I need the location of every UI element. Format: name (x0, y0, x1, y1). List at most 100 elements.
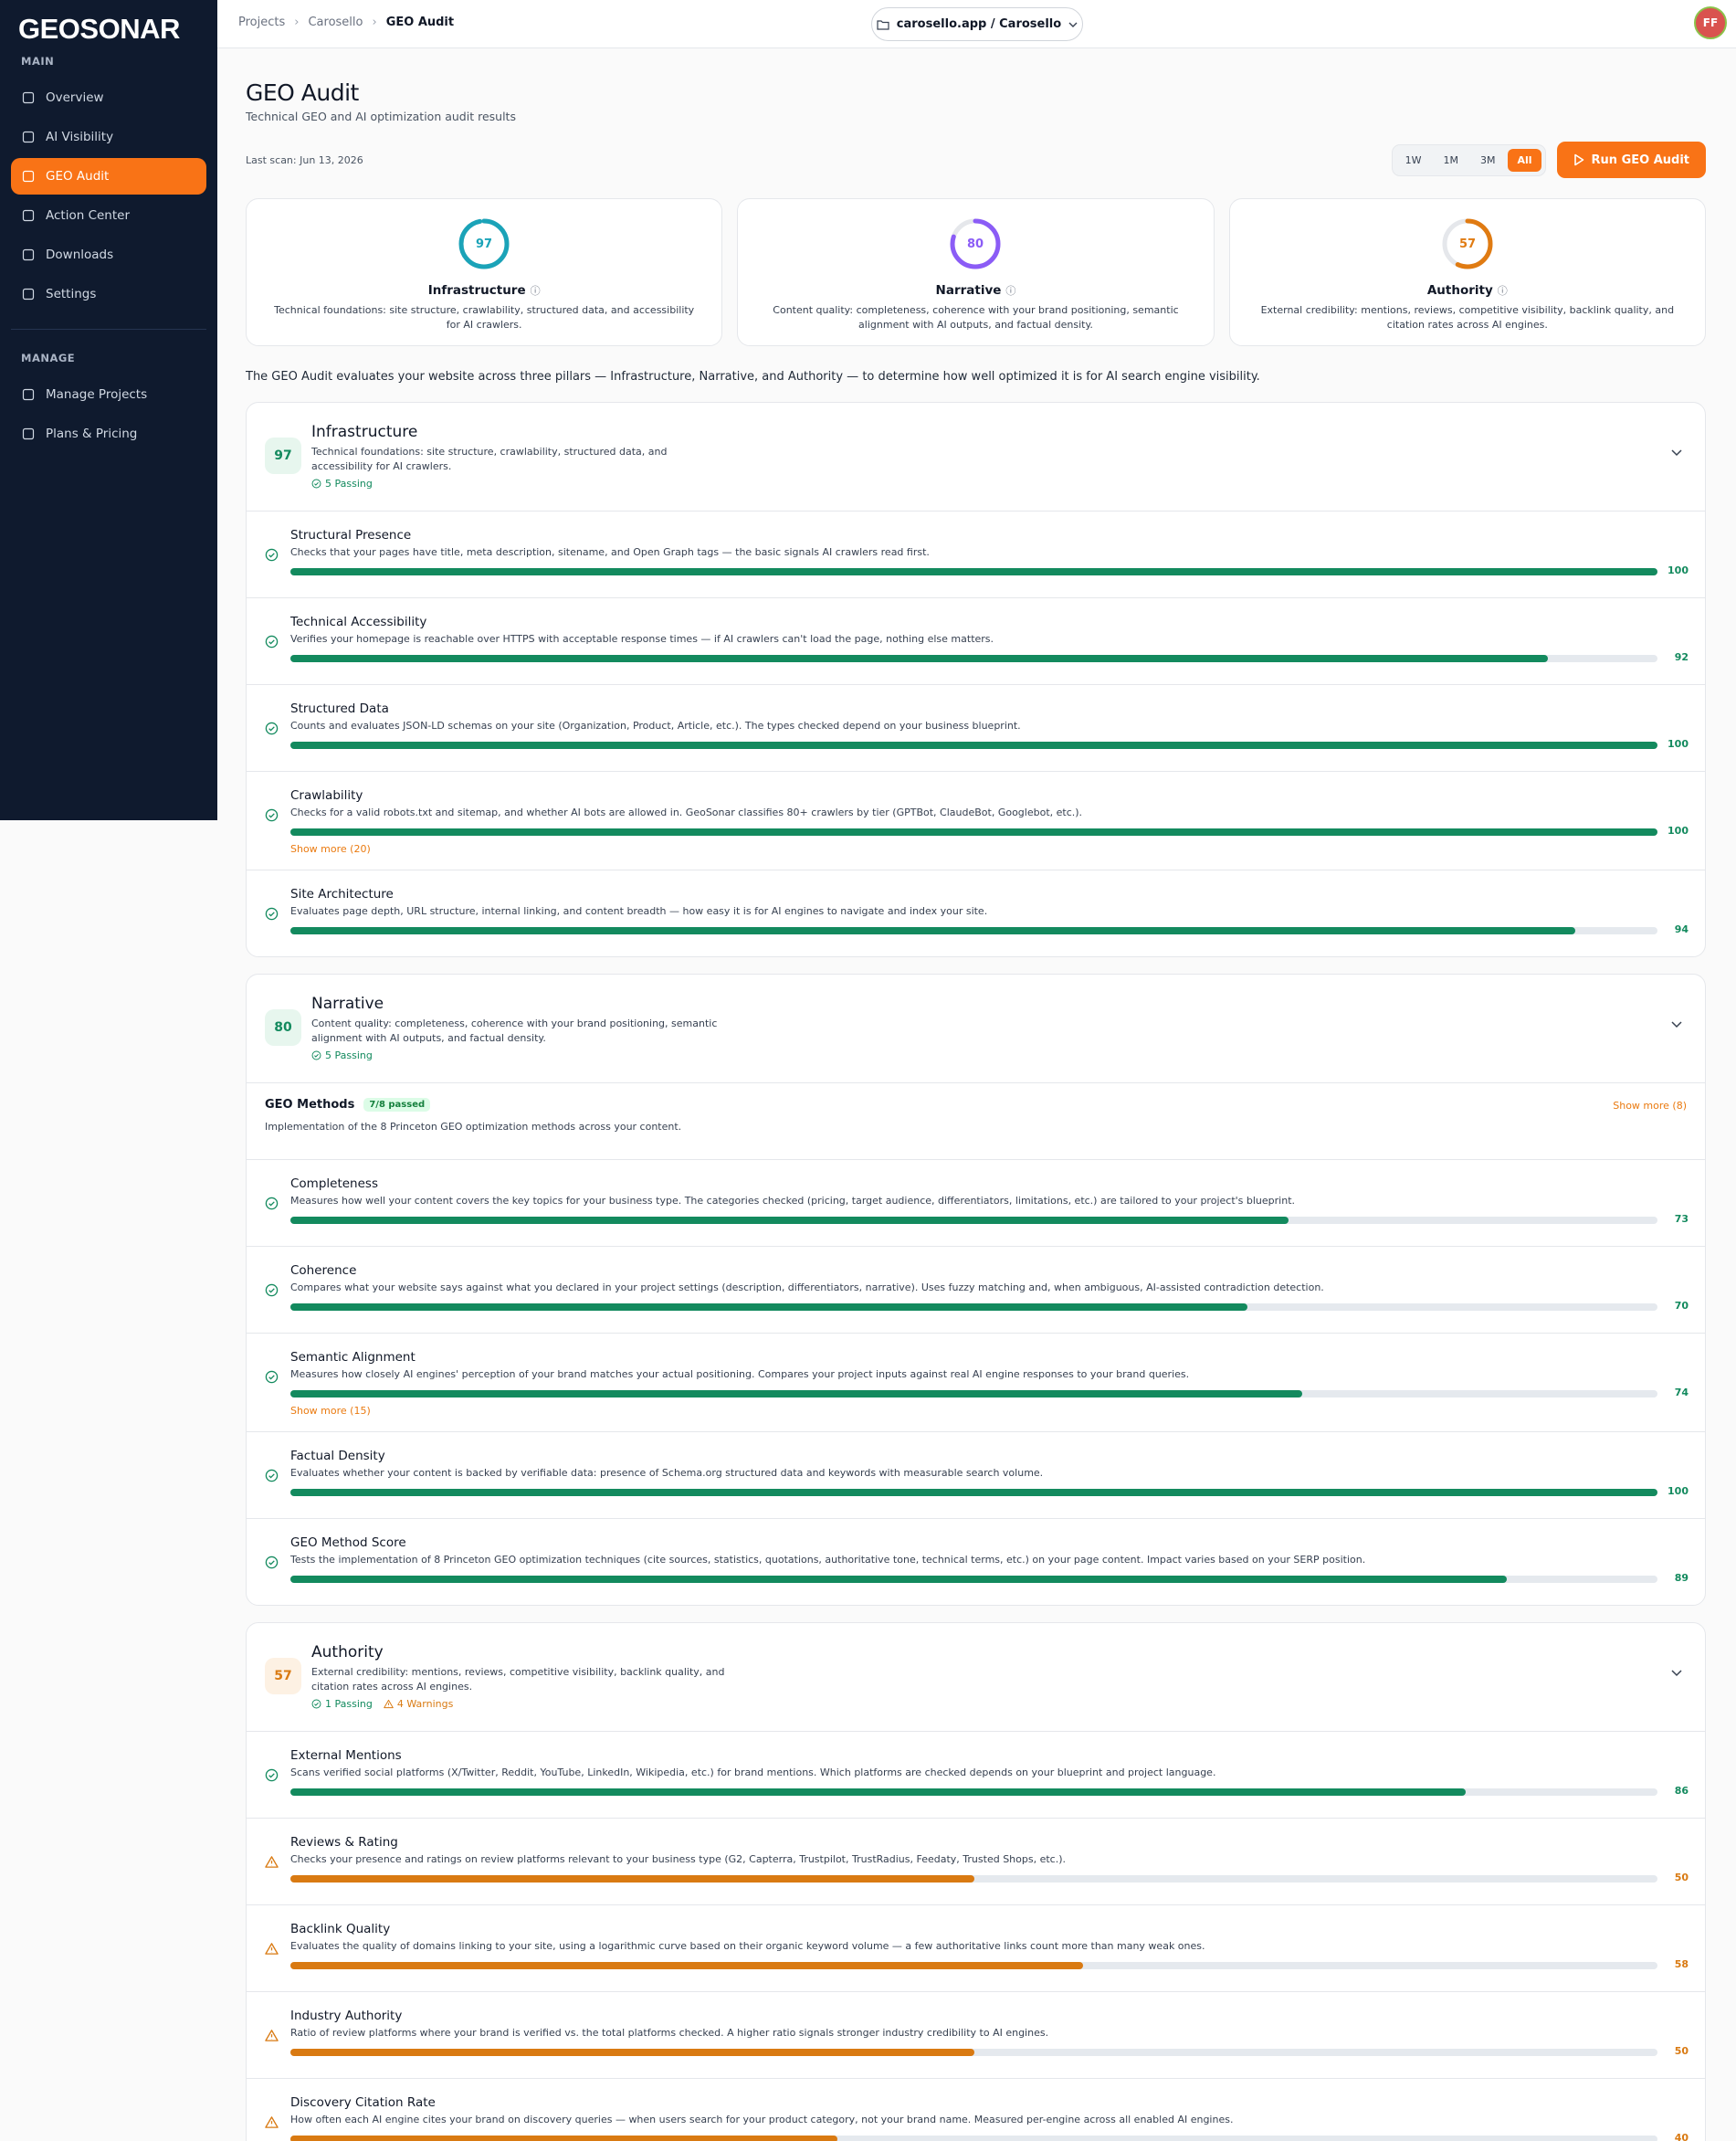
check-name: Technical Accessibility (290, 615, 427, 629)
project-selector[interactable]: carosello.app / Carosello (871, 7, 1083, 41)
show-more[interactable]: Show more (20) (290, 843, 371, 855)
icon-shape (22, 91, 35, 104)
icon-shape (268, 1473, 275, 1479)
section-header[interactable]: 80 Narrative Content quality: completeness… (247, 975, 1705, 1082)
check-icon (265, 1469, 279, 1482)
avatar[interactable]: FF (1694, 6, 1727, 39)
score-gauge: 97 (458, 218, 510, 269)
chevron (1068, 22, 1078, 27)
icon-shape (22, 248, 35, 261)
range-button[interactable]: 3M (1479, 153, 1496, 166)
check-icon (265, 907, 279, 921)
check-description: Compares what your website says against … (290, 1281, 1324, 1293)
nav-item[interactable]: Downloads (11, 237, 206, 273)
section-header[interactable]: 57 Authority External credibility: mention… (247, 1623, 1705, 1731)
progress-fill (290, 568, 1657, 575)
nav-item[interactable]: Manage Projects (11, 376, 206, 413)
icon-shape (268, 553, 275, 558)
crumb[interactable]: Projects (238, 16, 286, 29)
nav-label: Overview (46, 90, 104, 105)
score-gauge: 57 (1442, 218, 1493, 269)
nav-item[interactable]: GEO Audit (11, 158, 206, 195)
icon-shape (22, 427, 35, 440)
show-more[interactable]: Show more (15) (290, 1405, 371, 1417)
check-name: Site Architecture (290, 887, 394, 902)
check-name: Crawlability (290, 788, 363, 803)
run-button[interactable]: Run GEO Audit (1556, 142, 1706, 178)
nav-item[interactable]: Action Center (11, 197, 206, 234)
nav-item[interactable]: AI Visibility (11, 119, 206, 155)
icon-shape (22, 170, 35, 183)
status: 4 Warnings (384, 1698, 453, 1710)
sidebar: GEOSONAR MAIN Overview AI Visibility GEO Au… (0, 0, 217, 820)
score-value: 58 (1674, 1958, 1689, 1970)
score-value: 100 (1668, 825, 1689, 837)
icon-shape (22, 131, 35, 143)
nav-item[interactable]: Overview (11, 79, 206, 116)
check-description: Evaluates page depth, URL structure, int… (290, 905, 988, 917)
check-name: Reviews & Rating (290, 1835, 398, 1850)
range-button[interactable]: All (1508, 148, 1541, 172)
icon-shape (268, 1375, 275, 1380)
icon-shape (265, 907, 279, 921)
score-gauge: 80 (950, 218, 1001, 269)
progress-fill (290, 2049, 974, 2056)
check-name: GEO Method Score (290, 1535, 406, 1550)
progress-track (290, 1390, 1657, 1397)
crumb[interactable]: Carosello (308, 16, 363, 29)
crumb[interactable]: GEO Audit (385, 16, 455, 29)
chevron (1671, 449, 1682, 457)
check-icon (311, 1050, 321, 1060)
check-name: Completeness (290, 1176, 378, 1191)
gauge-value: 57 (1459, 237, 1476, 251)
progress-track (290, 2136, 1657, 2141)
status: 5 Passing (311, 478, 373, 490)
check-name: Coherence (290, 1263, 357, 1278)
nav-label: Settings (46, 287, 97, 301)
nav-icon (22, 388, 35, 401)
warning-icon (265, 1856, 279, 1868)
icon-shape (268, 1773, 275, 1778)
progress-fill (290, 1217, 1289, 1224)
status-list: 5 Passing (311, 478, 1705, 490)
range-button[interactable]: 1M (1443, 153, 1458, 166)
icon-shape (311, 479, 321, 489)
nav-item[interactable]: Settings (11, 276, 206, 312)
icon-shape (314, 1053, 319, 1058)
check-row: Factual Density Evaluates whether your co… (247, 1431, 1705, 1518)
nav-item[interactable]: Plans & Pricing (11, 416, 206, 452)
icon-shape (311, 1050, 321, 1060)
brand-logo[interactable]: GEOSONAR (18, 13, 180, 45)
check-icon (265, 548, 279, 562)
section-header[interactable]: 97 Infrastructure Technical foundations: s… (247, 403, 1705, 511)
check-description: Verifies your homepage is reachable over… (290, 633, 994, 645)
nav-label: Manage Projects (46, 387, 148, 402)
summary-cards: 97 Infrastructure ⓘ Technical foundations: … (246, 198, 1706, 346)
progress-track (290, 1962, 1657, 1969)
icon-shape (265, 1469, 279, 1482)
icon-shape (22, 288, 35, 301)
gauge-arc (1442, 218, 1493, 269)
score-value: 89 (1674, 1572, 1689, 1584)
nav-icon (22, 209, 35, 222)
nav-label: Action Center (46, 208, 131, 223)
progress-fill (290, 828, 1657, 836)
check-description: Ratio of review platforms where your bra… (290, 2027, 1049, 2039)
topbar: Projects › Carosello › GEO Audit carosello.a… (217, 0, 1736, 48)
warning-icon (265, 2030, 279, 2041)
nav-icon (22, 170, 35, 183)
check-description: Checks your presence and ratings on revi… (290, 1853, 1066, 1865)
project-name: carosello.app / Carosello (896, 17, 1062, 31)
run-label: Run GEO Audit (1591, 153, 1689, 167)
progress-fill (290, 1875, 974, 1883)
check-row: Backlink Quality Evaluates the quality of… (247, 1904, 1705, 1991)
show-more[interactable]: Show more (8) (1613, 1100, 1687, 1112)
pillar-description: External credibility: mentions, reviews,… (1260, 304, 1675, 331)
nav-icon (22, 91, 35, 104)
range-selector: 1W 1M 3M All (1391, 143, 1546, 176)
section-score: 57 (265, 1658, 301, 1694)
check-description: Measures how well your content covers th… (290, 1195, 1295, 1207)
range-button[interactable]: 1W (1405, 153, 1422, 166)
check-description: Measures how closely AI engines' percept… (290, 1368, 1190, 1380)
